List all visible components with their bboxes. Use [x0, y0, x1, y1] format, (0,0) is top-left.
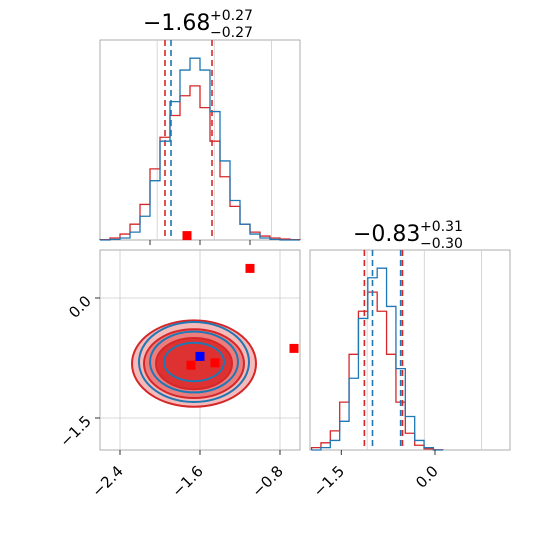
- contour-level: [163, 341, 225, 383]
- marker-point: [182, 231, 192, 241]
- panel-bottom-right-grid: [366, 250, 482, 450]
- histogram-series-0: [99, 85, 301, 241]
- panel-top-left-grid: [156, 40, 272, 240]
- histogram-series-1: [100, 57, 300, 241]
- panel-top-left-title-sub: −0.27: [210, 25, 253, 41]
- x-tick-label: −2.4: [88, 462, 126, 500]
- marker-point: [210, 358, 220, 368]
- marker-point: [245, 263, 255, 273]
- panel-bottom-right-title-main: −0.83: [353, 222, 420, 247]
- panel-bottom-right-title: −0.83: [353, 222, 420, 247]
- panel-top-left-title-main: −1.68: [143, 11, 210, 36]
- marker-point: [195, 351, 205, 361]
- panel-bottom-right-frame: [309, 249, 511, 451]
- panel-top-left-histograms: [99, 40, 301, 241]
- contour-level: [149, 330, 239, 394]
- panel-top-left: −1.68 +0.27 −0.27: [99, 8, 301, 241]
- x-tick-label: −0.8: [248, 462, 286, 500]
- histogram-series-0: [310, 291, 444, 451]
- panel-bottom-left: [99, 231, 301, 451]
- histogram-series-1: [311, 267, 443, 451]
- panel-bottom-right-histograms: [310, 250, 444, 451]
- contour-level: [138, 321, 250, 403]
- x-tick-label: −1.6: [168, 462, 206, 500]
- x-tick-label: −1.5: [310, 462, 348, 500]
- marker-point: [289, 343, 299, 353]
- panel-bottom-right-title-sup: +0.31: [420, 219, 463, 235]
- panel-top-left-title: −1.68: [143, 11, 210, 36]
- x-tick-label: 0.0: [412, 462, 442, 492]
- marker-point: [186, 360, 196, 370]
- y-tick-label: −1.5: [56, 412, 94, 450]
- panel-bottom-right: −0.83 +0.31 −0.30: [309, 219, 511, 451]
- panel-top-left-title-sup: +0.27: [210, 8, 253, 24]
- panel-bottom-left-markers: [182, 231, 299, 370]
- y-tick-label: 0.0: [65, 292, 95, 322]
- panel-bottom-right-title-sub: −0.30: [420, 236, 463, 252]
